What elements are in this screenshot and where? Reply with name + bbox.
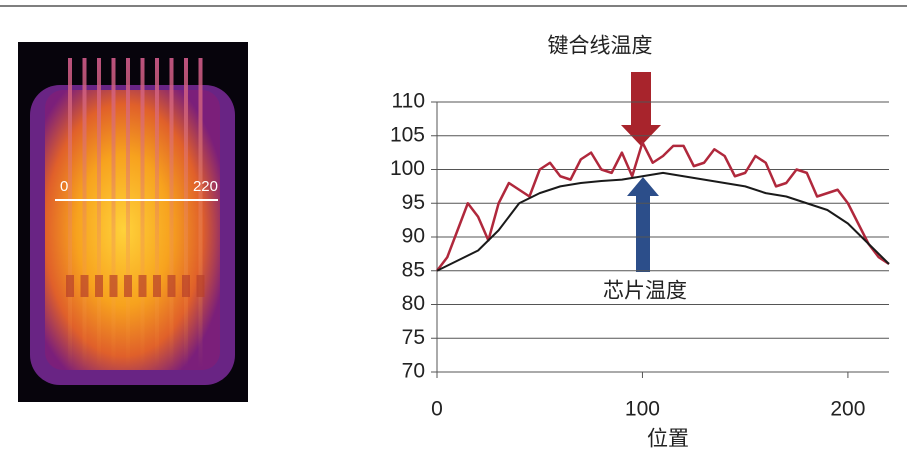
image-spot (182, 275, 190, 297)
y-tick-label: 70 (402, 360, 425, 383)
image-stripe (111, 58, 116, 368)
y-tick-label: 95 (402, 191, 425, 214)
x-axis-label: 位置 (647, 428, 689, 451)
image-spot (124, 275, 132, 297)
image-stripes (66, 58, 205, 368)
image-stripe (97, 58, 101, 368)
y-tick-label: 80 (402, 292, 425, 315)
chart: 键合线温度 芯片温度 位置 70 75 80 85 90 95 100 105 110 0 100 2… (390, 35, 890, 451)
y-tick-label: 105 (390, 123, 425, 146)
image-stripe (184, 58, 188, 368)
image-spot (153, 275, 161, 297)
image-stripe (82, 58, 87, 368)
y-tick-label: 85 (402, 258, 425, 281)
image-stripe (198, 58, 203, 368)
y-tick-label: 100 (390, 157, 425, 180)
arrow (627, 177, 659, 272)
image-stripe (140, 58, 145, 368)
image-label: 220 (193, 178, 218, 195)
image-stripe (155, 58, 159, 368)
image-spot (66, 275, 74, 297)
image-spot (80, 275, 89, 297)
annotation: 键合线温度 (548, 35, 653, 58)
y-tick-label: 75 (402, 326, 425, 349)
image-spot (138, 275, 147, 297)
x-tick-label: 100 (625, 398, 660, 421)
y-tick-label: 110 (392, 90, 425, 113)
x-tick-label: 0 (431, 398, 443, 421)
image-spot (109, 275, 118, 297)
image-hot (45, 90, 220, 370)
series-line (436, 171, 890, 272)
image-spot (196, 275, 205, 297)
x-tick-label: 200 (830, 398, 865, 421)
annotation: 芯片温度 (603, 280, 687, 303)
image-stripe (169, 58, 174, 368)
thermal-image: 0 220 (18, 42, 248, 402)
image-spot (167, 275, 176, 297)
series-line (436, 141, 890, 272)
image-label: 0 (60, 178, 68, 195)
image-spot (95, 275, 103, 297)
image-stripe (126, 58, 130, 368)
arrow (621, 72, 661, 146)
image-stripe (68, 58, 72, 368)
y-tick-label: 90 (402, 225, 425, 248)
